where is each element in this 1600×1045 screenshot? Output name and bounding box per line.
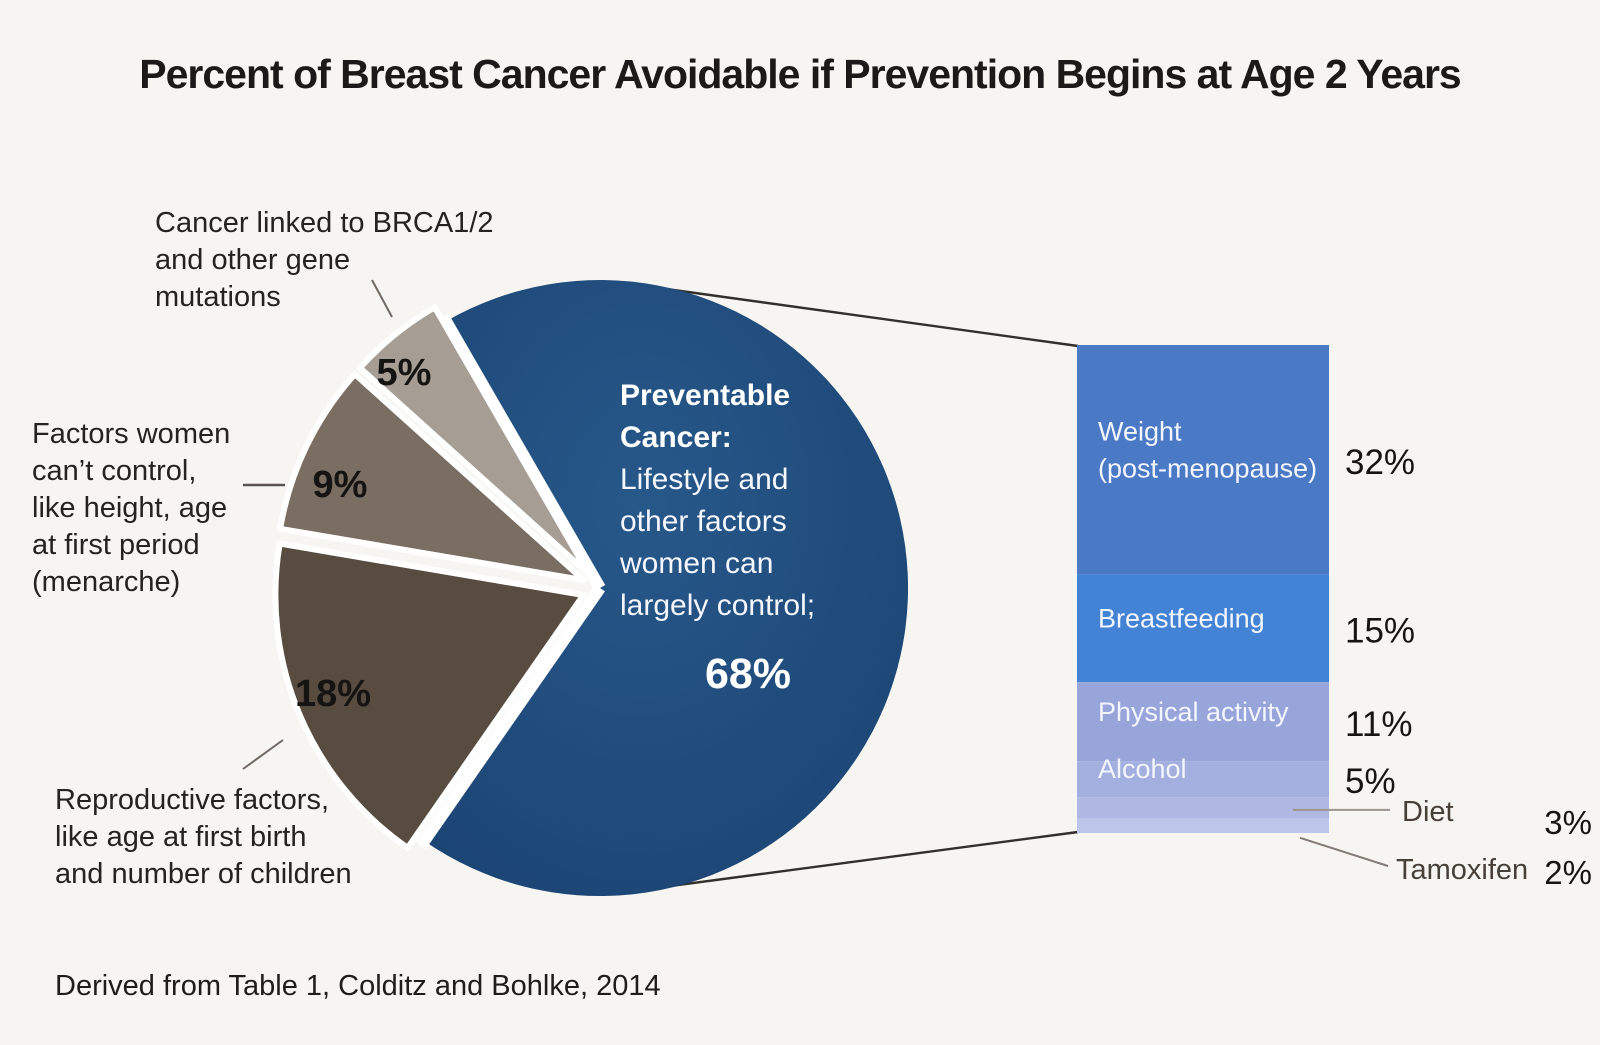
bar-segment-label: (post-menopause) [1098, 453, 1317, 483]
breakdown-bar: Weight (post-menopause) 32% Breastfeeding 15… [1077, 345, 1592, 891]
slice-separator [415, 584, 605, 850]
chart-title: Percent of Breast Cancer Avoidable if Pr… [139, 51, 1461, 97]
bar-segment-label: Weight [1098, 416, 1182, 446]
callout-uncontrollable-line: like height, age [32, 492, 227, 524]
connector-line-top [651, 285, 1079, 348]
bar-segment-alcohol [1077, 761, 1329, 798]
pie-slice-gene-mutations [356, 304, 592, 577]
callout-uncontrollable-line: (menarche) [32, 566, 180, 598]
callout-reproductive-line: like age at first birth [55, 821, 306, 853]
callout-brca-line: and other gene [155, 244, 350, 276]
source-note: Derived from Table 1, Colditz and Bohlke… [55, 970, 661, 1002]
tamoxifen-label: Tamoxifen [1396, 854, 1528, 886]
pie-center-text-line: Lifestyle and [620, 463, 788, 496]
pie-center-text-line: Cancer: [620, 421, 732, 454]
bar-segment-value-label: 11% [1345, 705, 1412, 744]
callout-reproductive-line: and number of children [55, 858, 352, 890]
diet-label: Diet [1402, 796, 1454, 828]
bar-segment-breastfeeding [1077, 574, 1329, 683]
pie-slice-uncontrollable-factors [277, 371, 587, 584]
bar-segment-value-label: 15% [1345, 612, 1415, 651]
bar-segment-tamoxifen [1077, 818, 1329, 833]
bar-segment-diet [1077, 797, 1329, 819]
pie-center-text-line: other factors [620, 505, 787, 538]
pie-center-text-line: Preventable [620, 379, 790, 412]
leader-line-tamoxifen [1299, 836, 1389, 867]
pie-center-value: 68% [705, 650, 791, 698]
bar-segment-value-label: 32% [1345, 443, 1415, 482]
pie-center-text-line: women can [619, 547, 773, 580]
callout-brca-line: mutations [155, 281, 281, 313]
pie-slice-preventable [424, 280, 909, 897]
tamoxifen-value-label: 2% [1544, 854, 1592, 891]
callout-reproductive-line: Reproductive factors, [55, 784, 329, 816]
pie-slice-value-label: 18% [295, 673, 371, 715]
diet-value-label: 3% [1544, 804, 1592, 841]
callout-uncontrollable-line: can’t control, [32, 455, 196, 487]
pie-slice-value-label: 5% [377, 352, 432, 394]
bar-segment-physical-activity [1077, 682, 1329, 762]
leader-line-reproductive [242, 739, 284, 770]
pie-slice-value-label: 9% [313, 464, 368, 506]
callout-uncontrollable-line: at first period [32, 529, 200, 561]
bar-segment-label: Alcohol [1098, 754, 1187, 784]
callout-brca-line: Cancer linked to BRCA1/2 [155, 207, 494, 239]
bar-segment-value-label: 5% [1345, 762, 1396, 801]
pie-chart: 5% 9% 18% [272, 280, 909, 897]
bar-segment-weight-post-menopause [1077, 345, 1329, 575]
bar-segment-label: Breastfeeding [1098, 604, 1265, 634]
leader-line-brca [371, 279, 393, 318]
pie-center-text-line: largely control; [620, 589, 815, 622]
connector-line-bottom [617, 830, 1079, 895]
callout-uncontrollable-line: Factors women [32, 418, 230, 450]
pie-slice-reproductive-factors [272, 540, 587, 851]
bar-segment-label: Physical activity [1098, 697, 1289, 727]
